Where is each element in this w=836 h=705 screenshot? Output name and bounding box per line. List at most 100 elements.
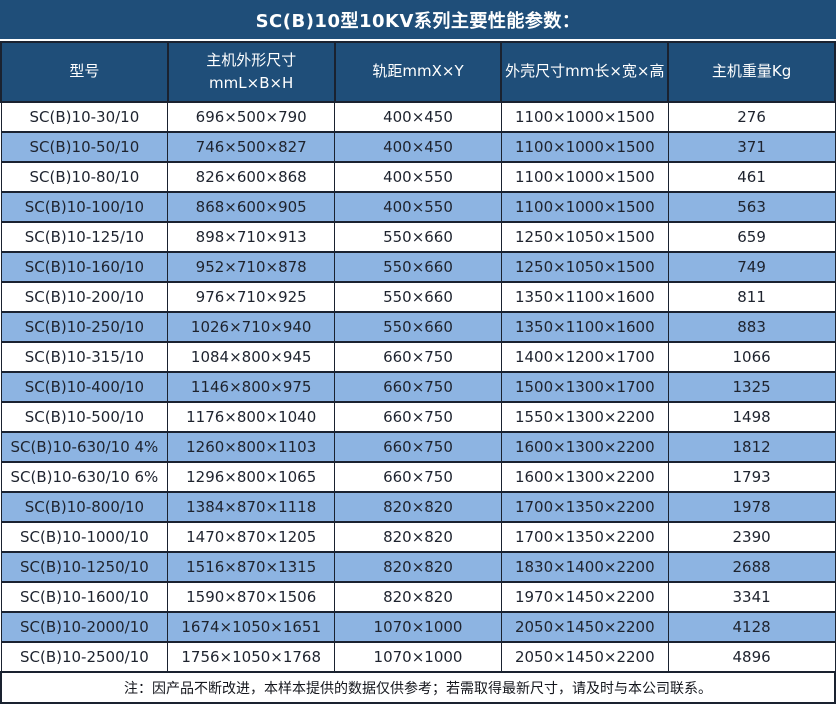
- table-row: SC(B)10-500/10 1176×800×1040 660×750 1550×1…: [0, 401, 836, 433]
- table-cell: 2688: [667, 551, 836, 583]
- table-cell: 1590×870×1506: [167, 581, 336, 613]
- table-cell: 660×750: [334, 431, 502, 463]
- table-cell: 1070×1000: [334, 641, 502, 673]
- table-cell: 826×600×868: [167, 161, 336, 193]
- table-cell: 1350×1100×1600: [500, 281, 669, 313]
- table-cell: SC(B)10-100/10: [0, 191, 169, 223]
- table-cell: 1250×1050×1500: [500, 221, 669, 253]
- table-cell: 820×820: [334, 491, 502, 523]
- table-row: SC(B)10-30/10 696×500×790 400×450 1100×1000…: [0, 101, 836, 133]
- table-cell: 1516×870×1315: [167, 551, 336, 583]
- table-cell: 659: [667, 221, 836, 253]
- table-row: SC(B)10-630/10 4% 1260×800×1103 660×750 160…: [0, 431, 836, 463]
- table-cell: 550×660: [334, 311, 502, 343]
- table-cell: 1970×1450×2200: [500, 581, 669, 613]
- note-cell: 注：因产品不断改进，本样本提供的数据仅供参考；若需取得最新尺寸，请及时与本公司联…: [0, 671, 836, 704]
- table-cell: 660×750: [334, 371, 502, 403]
- table-row: SC(B)10-2000/10 1674×1050×1651 1070×1000 20…: [0, 611, 836, 643]
- table-cell: SC(B)10-50/10: [0, 131, 169, 163]
- table-cell: 749: [667, 251, 836, 283]
- col-header-host-dimensions-sublabel: mmL×B×H: [209, 74, 294, 92]
- table-cell: 811: [667, 281, 836, 313]
- table-row: SC(B)10-50/10 746×500×827 400×450 1100×1000…: [0, 131, 836, 163]
- table-cell: 550×660: [334, 251, 502, 283]
- table-cell: 1026×710×940: [167, 311, 336, 343]
- table-cell: 1550×1300×2200: [500, 401, 669, 433]
- table-cell: 1700×1350×2200: [500, 521, 669, 553]
- table-cell: 1498: [667, 401, 836, 433]
- table-cell: 976×710×925: [167, 281, 336, 313]
- table-cell: SC(B)10-630/10 4%: [0, 431, 169, 463]
- table-cell: 1600×1300×2200: [500, 431, 669, 463]
- table-cell: 1100×1000×1500: [500, 191, 669, 223]
- table-cell: SC(B)10-1600/10: [0, 581, 169, 613]
- table-cell: SC(B)10-1250/10: [0, 551, 169, 583]
- table-cell: SC(B)10-125/10: [0, 221, 169, 253]
- table-cell: 1176×800×1040: [167, 401, 336, 433]
- table-cell: 1146×800×975: [167, 371, 336, 403]
- table-cell: 1250×1050×1500: [500, 251, 669, 283]
- table-cell: SC(B)10-500/10: [0, 401, 169, 433]
- table-row: SC(B)10-630/10 6% 1296×800×1065 660×750 160…: [0, 461, 836, 493]
- col-header-model-label: 型号: [69, 62, 100, 81]
- table-cell: SC(B)10-30/10: [0, 101, 169, 133]
- table-cell: SC(B)10-250/10: [0, 311, 169, 343]
- table-cell: SC(B)10-1000/10: [0, 521, 169, 553]
- table-cell: 746×500×827: [167, 131, 336, 163]
- col-header-rail-gauge-label: 轨距mmX×Y: [372, 62, 464, 81]
- table-cell: 400×550: [334, 191, 502, 223]
- col-header-model: 型号: [0, 41, 169, 103]
- table-cell: SC(B)10-315/10: [0, 341, 169, 373]
- table-row: SC(B)10-800/10 1384×870×1118 820×820 1700×1…: [0, 491, 836, 523]
- table-cell: 1500×1300×1700: [500, 371, 669, 403]
- col-header-shell-dimensions-label: 外壳尺寸mm长×宽×高: [505, 62, 665, 81]
- table-row: SC(B)10-100/10 868×600×905 400×550 1100×100…: [0, 191, 836, 223]
- table-cell: 461: [667, 161, 836, 193]
- table-cell: SC(B)10-2000/10: [0, 611, 169, 643]
- table-cell: 868×600×905: [167, 191, 336, 223]
- table-cell: 898×710×913: [167, 221, 336, 253]
- note-row: 注：因产品不断改进，本样本提供的数据仅供参考；若需取得最新尺寸，请及时与本公司联…: [0, 671, 836, 704]
- page-title: SC(B)10型10KV系列主要性能参数：: [0, 0, 836, 41]
- table-cell: 1600×1300×2200: [500, 461, 669, 493]
- table-cell: 1260×800×1103: [167, 431, 336, 463]
- table-cell: 1400×1200×1700: [500, 341, 669, 373]
- col-header-weight: 主机重量Kg: [667, 41, 836, 103]
- table-row: SC(B)10-1600/10 1590×870×1506 820×820 1970×…: [0, 581, 836, 613]
- table-cell: 660×750: [334, 401, 502, 433]
- table-cell: 660×750: [334, 461, 502, 493]
- table-row: SC(B)10-250/10 1026×710×940 550×660 1350×11…: [0, 311, 836, 343]
- table-row: SC(B)10-1000/10 1470×870×1205 820×820 1700×…: [0, 521, 836, 553]
- table-row: SC(B)10-160/10 952×710×878 550×660 1250×105…: [0, 251, 836, 283]
- table-cell: 1100×1000×1500: [500, 161, 669, 193]
- table-cell: 883: [667, 311, 836, 343]
- table-cell: 1756×1050×1768: [167, 641, 336, 673]
- table-cell: 1325: [667, 371, 836, 403]
- table-cell: 952×710×878: [167, 251, 336, 283]
- col-header-shell-dimensions: 外壳尺寸mm长×宽×高: [500, 41, 670, 103]
- col-header-rail-gauge: 轨距mmX×Y: [333, 41, 503, 103]
- table-cell: 1384×870×1118: [167, 491, 336, 523]
- table-cell: 696×500×790: [167, 101, 336, 133]
- table-cell: 4896: [667, 641, 836, 673]
- table-row: SC(B)10-125/10 898×710×913 550×660 1250×105…: [0, 221, 836, 253]
- spec-table: 型号 主机外形尺寸 mmL×B×H 轨距mmX×Y 外壳尺寸mm长×宽×高 主机…: [0, 41, 836, 704]
- header-row: 型号 主机外形尺寸 mmL×B×H 轨距mmX×Y 外壳尺寸mm长×宽×高 主机…: [0, 41, 836, 103]
- table-cell: 660×750: [334, 341, 502, 373]
- table-cell: 820×820: [334, 551, 502, 583]
- table-cell: 2050×1450×2200: [500, 641, 669, 673]
- table-cell: 820×820: [334, 581, 502, 613]
- table-cell: 1350×1100×1600: [500, 311, 669, 343]
- table-cell: 1100×1000×1500: [500, 101, 669, 133]
- table-cell: 1296×800×1065: [167, 461, 336, 493]
- table-row: SC(B)10-200/10 976×710×925 550×660 1350×110…: [0, 281, 836, 313]
- table-cell: 1978: [667, 491, 836, 523]
- table-cell: 4128: [667, 611, 836, 643]
- table-row: SC(B)10-1250/10 1516×870×1315 820×820 1830×…: [0, 551, 836, 583]
- table-row: SC(B)10-400/10 1146×800×975 660×750 1500×13…: [0, 371, 836, 403]
- table-cell: SC(B)10-160/10: [0, 251, 169, 283]
- table-cell: SC(B)10-200/10: [0, 281, 169, 313]
- table-cell: 820×820: [334, 521, 502, 553]
- table-cell: 1070×1000: [334, 611, 502, 643]
- table-cell: 1084×800×945: [167, 341, 336, 373]
